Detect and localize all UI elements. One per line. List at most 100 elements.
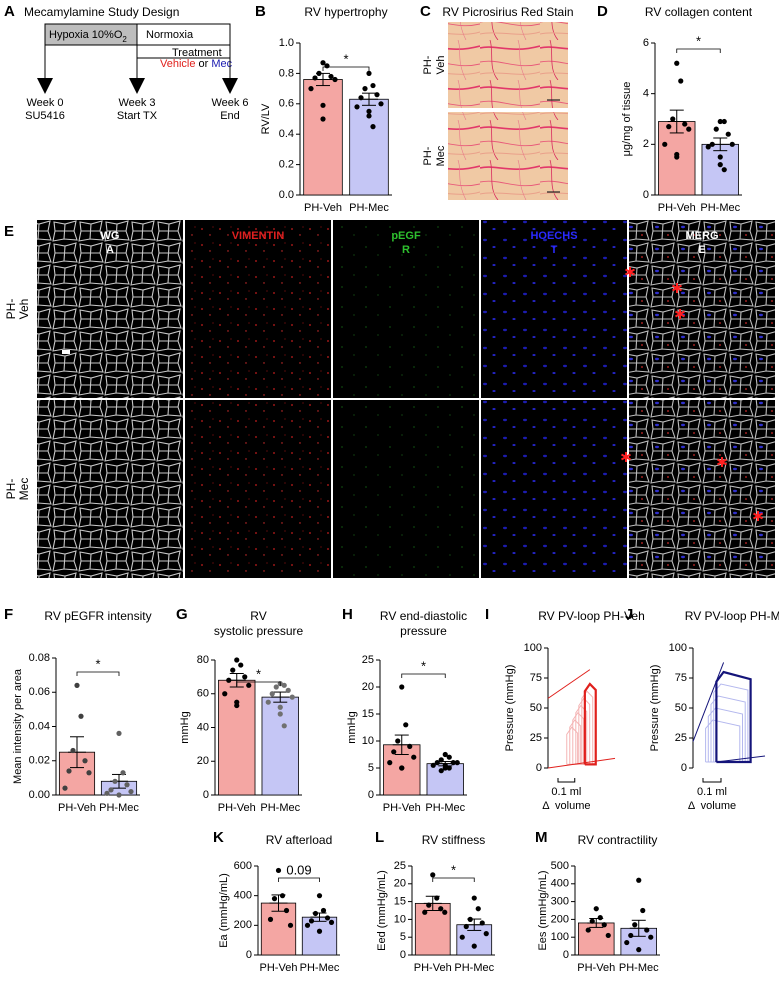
y-tick-label: 0 [643, 189, 649, 201]
y-tick-label: 50 [675, 702, 687, 714]
data-point [283, 907, 290, 914]
mec-label: Mec [211, 58, 232, 70]
marker-star [672, 283, 682, 293]
data-point [328, 919, 335, 925]
micrograph [37, 220, 183, 398]
data-point [277, 704, 283, 710]
x-tick-label: PH-Veh [218, 802, 256, 814]
x-tick-label: PH-Veh [304, 202, 342, 214]
pv-trace [547, 757, 616, 769]
y-tick-label: 10 [394, 913, 406, 925]
data-point [312, 75, 318, 81]
data-point [273, 684, 279, 690]
y-tick-label: 100 [551, 931, 569, 943]
channel-label: T [551, 244, 558, 256]
data-point [454, 760, 460, 766]
data-point [366, 70, 372, 76]
vehicle-label: Vehicle [160, 58, 195, 70]
bar [303, 79, 343, 196]
y-tick-label: 4 [643, 88, 649, 100]
micrograph [481, 400, 627, 578]
week-label: Week 0 [26, 97, 63, 109]
data-point [709, 141, 715, 147]
data-point [463, 923, 469, 930]
data-point [399, 684, 405, 690]
data-point [725, 131, 731, 137]
data-point [729, 141, 735, 147]
data-point [82, 758, 88, 764]
phase-text: Hypoxia 10%O [49, 29, 123, 41]
study-design: A Mecamylamine Study Design Hypoxia 10%O… [4, 3, 249, 122]
y-tick-label: 100 [669, 642, 687, 654]
data-point [644, 927, 650, 933]
x-tick-label: PH-Mec [454, 962, 494, 974]
y-tick-label: 0 [246, 949, 252, 961]
data-point [446, 754, 452, 760]
phase-label: Normoxia [146, 29, 194, 41]
micrograph [481, 220, 627, 398]
y-tick-label: 5 [400, 931, 406, 943]
data-point [434, 895, 440, 901]
significance-label: * [451, 862, 456, 877]
data-point [442, 751, 448, 758]
data-point [269, 691, 275, 697]
data-point [242, 674, 248, 680]
y-tick-label: 5 [368, 762, 374, 774]
x-tick-label: PH-Mec [260, 802, 300, 814]
y-tick-label: 0.00 [29, 789, 50, 801]
data-point [601, 922, 607, 928]
y-tick-label: 300 [551, 896, 569, 908]
channel-label: E [698, 244, 705, 256]
row-label: PH- [4, 299, 18, 320]
y-tick-label: 20 [197, 755, 209, 767]
micrograph [185, 220, 331, 398]
data-point [332, 76, 338, 83]
data-point [370, 82, 376, 89]
y-axis-label: Eed (mmHg/mL) [376, 870, 388, 951]
significance-bracket [401, 673, 446, 678]
y-tick-label: 20 [394, 878, 406, 890]
pv-trace [547, 669, 591, 699]
data-point [281, 682, 287, 688]
y-tick-label: 100 [524, 642, 542, 654]
data-point [78, 713, 84, 719]
bar [701, 143, 739, 196]
normoxia-box [136, 23, 231, 46]
panel-letter: M [535, 829, 548, 846]
row-label: PH- [422, 146, 434, 165]
data-point [597, 915, 603, 921]
panel-letter: K [213, 829, 224, 846]
data-point [320, 60, 326, 66]
y-axis-label: Ea (mmHg/mL) [218, 873, 230, 948]
data-point [471, 895, 477, 901]
data-point [589, 918, 595, 924]
y-axis-label: Pressure (mmHg) [649, 665, 661, 752]
data-point [674, 60, 680, 66]
data-point [320, 102, 326, 108]
x-axis-label: Δ volume [542, 800, 590, 812]
y-tick-label: 0 [681, 762, 687, 774]
y-tick-label: 75 [530, 672, 542, 684]
data-point [662, 141, 668, 147]
y-tick-label: 0 [368, 789, 374, 801]
marker-star [717, 457, 727, 467]
y-axis-label: mmHg [179, 711, 191, 743]
row-label: PH- [422, 55, 434, 74]
scale-bar-label: 0.1 ml [551, 786, 581, 798]
panel-letter: L [375, 829, 384, 846]
y-tick-label: 15 [394, 896, 406, 908]
y-tick-label: 20 [362, 681, 374, 693]
data-point [112, 778, 118, 784]
significance-label: * [343, 51, 348, 66]
row-label: Mec [17, 478, 31, 501]
data-point [438, 757, 444, 763]
y-tick-label: 0.8 [279, 67, 294, 79]
data-point [670, 116, 676, 122]
data-point [648, 934, 654, 940]
data-point [279, 893, 286, 899]
x-tick-label: PH-Veh [414, 962, 452, 974]
channel-label: VIMENTIN [232, 230, 285, 242]
data-point [686, 126, 692, 132]
data-point [593, 906, 599, 912]
